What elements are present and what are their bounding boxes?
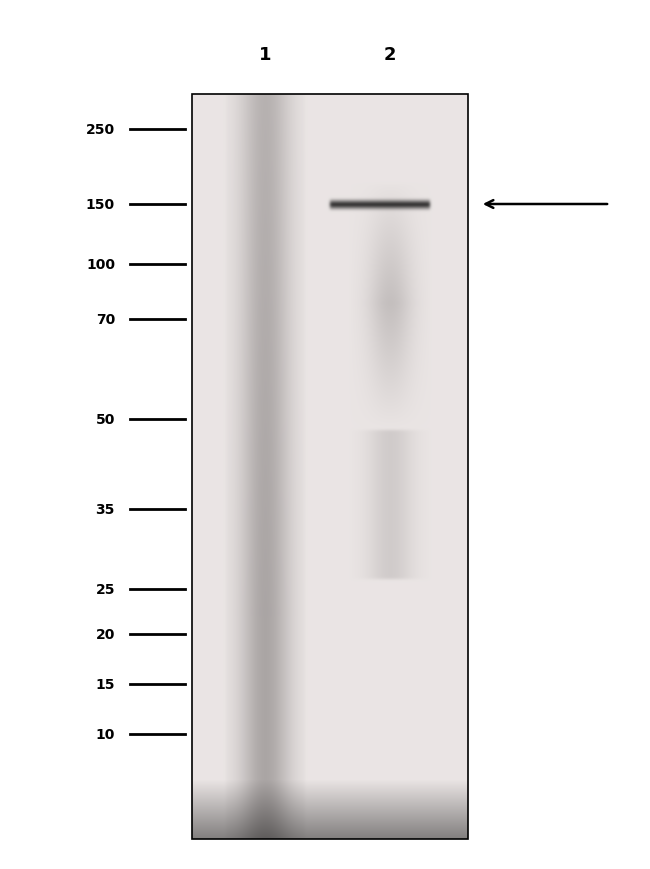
Text: 70: 70 <box>96 313 115 327</box>
Text: 150: 150 <box>86 198 115 212</box>
Text: 100: 100 <box>86 258 115 272</box>
Text: 10: 10 <box>96 727 115 741</box>
Text: 250: 250 <box>86 123 115 136</box>
Text: 1: 1 <box>259 46 271 64</box>
Text: 2: 2 <box>384 46 396 64</box>
Bar <box>192 95 468 839</box>
Text: 50: 50 <box>96 413 115 427</box>
Text: 20: 20 <box>96 627 115 641</box>
Text: 25: 25 <box>96 582 115 596</box>
Text: 15: 15 <box>96 677 115 691</box>
Text: 35: 35 <box>96 502 115 516</box>
